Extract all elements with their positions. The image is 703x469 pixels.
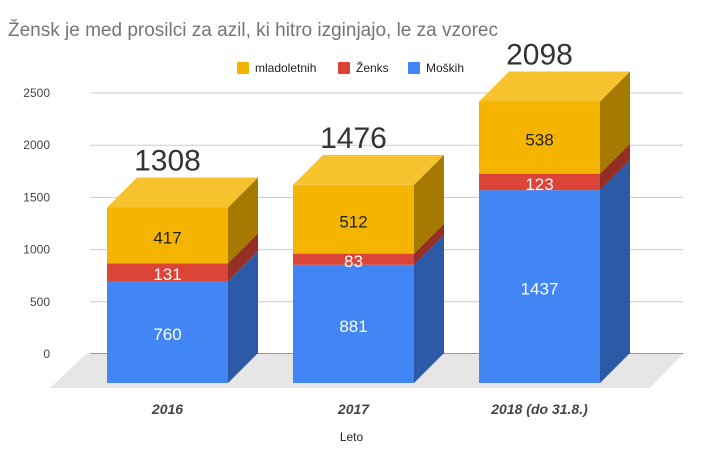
y-tick-label: 0 <box>43 347 50 361</box>
bar-data-label: 881 <box>339 317 367 336</box>
bar-top <box>479 71 630 102</box>
bar-segment <box>107 281 228 383</box>
y-tick-label: 2000 <box>23 138 50 152</box>
chart-title: Žensk je med prosilci za azil, ki hitro … <box>8 20 498 41</box>
bar-segment <box>293 264 414 383</box>
bar-segment <box>107 263 228 282</box>
bar-data-label: 760 <box>153 325 181 344</box>
legend-item-moskih: Moških <box>408 58 464 78</box>
legend: mladoletnih Ženks Moških <box>0 58 703 78</box>
x-tick-label: 2017 <box>337 401 370 417</box>
legend-label-zensk: Ženks <box>356 61 389 75</box>
bar-side <box>600 71 630 174</box>
legend-swatch-zensk <box>338 62 350 74</box>
x-tick-label: 2018 (do 31.8.) <box>490 401 588 417</box>
y-tick-label: 1500 <box>23 190 50 204</box>
bar-segment <box>479 101 600 174</box>
legend-swatch-moskih <box>408 62 420 74</box>
legend-swatch-mladoletnih <box>237 62 249 74</box>
bar-side <box>414 234 444 383</box>
y-tick-label: 1000 <box>23 243 50 257</box>
bar-data-label: 1437 <box>521 280 559 299</box>
bar-data-label: 131 <box>153 265 181 284</box>
legend-item-mladoletnih: mladoletnih <box>237 58 316 78</box>
bar-total-label: 1308 <box>134 144 201 177</box>
bar-data-label: 512 <box>339 212 367 231</box>
bar-data-label: 538 <box>525 131 553 150</box>
bar-data-label: 123 <box>525 175 553 194</box>
x-axis-label: Leto <box>339 430 364 444</box>
bar-side <box>414 154 444 254</box>
bar-top <box>293 154 444 185</box>
x-tick-label: 2016 <box>151 401 183 417</box>
bar-side <box>228 233 258 282</box>
bar-segment <box>479 173 600 191</box>
bar-total-label: 2098 <box>506 38 573 71</box>
legend-item-zensk: Ženks <box>338 58 389 78</box>
bar-segment <box>479 190 600 383</box>
bar-data-label: 417 <box>153 228 181 247</box>
legend-label-mladoletnih: mladoletnih <box>255 61 317 75</box>
bar-segment <box>107 207 228 264</box>
bar-total-label: 1476 <box>320 122 387 155</box>
bar-segment <box>293 184 414 254</box>
bar-side <box>414 223 444 265</box>
bar-side <box>228 177 258 264</box>
bar-segment <box>293 253 414 265</box>
bar-side <box>600 143 630 191</box>
bar-side <box>600 160 630 383</box>
bar-top <box>107 177 258 208</box>
bar-data-label: 83 <box>344 252 363 271</box>
y-tick-label: 500 <box>30 295 50 309</box>
legend-label-moskih: Moških <box>426 61 465 75</box>
bar-side <box>228 251 258 383</box>
y-tick-label: 2500 <box>23 86 50 100</box>
